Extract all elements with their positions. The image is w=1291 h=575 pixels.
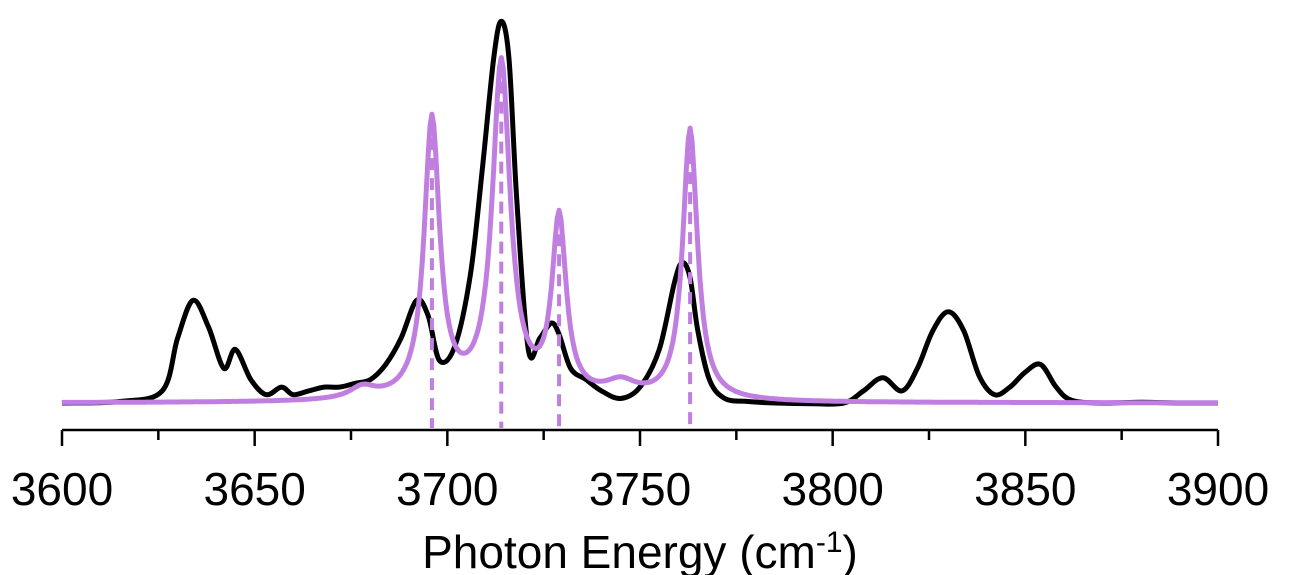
x-tick-label: 3850 (974, 463, 1076, 515)
x-tick-label: 3600 (11, 463, 113, 515)
x-tick-label: 3900 (1167, 463, 1269, 515)
plot-area (61, 18, 1219, 428)
series-experimental-line (61, 18, 1219, 407)
series-simulated-line (61, 55, 1219, 406)
x-tick-label: 3750 (589, 463, 691, 515)
x-tick-label: 3650 (203, 463, 305, 515)
x-axis-title-superscript: -1 (816, 526, 843, 559)
x-axis: 3600 3650 3700 3750 3800 3850 3900 (11, 428, 1269, 515)
x-tick-label: 3700 (396, 463, 498, 515)
x-axis-title-suffix: ) (843, 526, 858, 575)
x-tick-label: 3800 (781, 463, 883, 515)
x-axis-title-main: Photon Energy (cm (422, 526, 816, 575)
x-axis-title: Photon Energy (cm-1) (422, 526, 858, 575)
